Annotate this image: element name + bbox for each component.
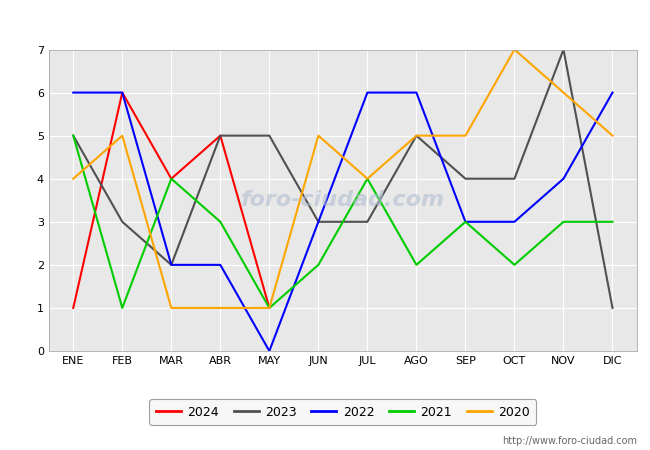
Legend: 2024, 2023, 2022, 2021, 2020: 2024, 2023, 2022, 2021, 2020 [150, 400, 536, 425]
Text: Matriculaciones de Vehiculos en Santa Pau: Matriculaciones de Vehiculos en Santa Pa… [148, 11, 502, 29]
Text: foro-ciudad.com: foro-ciudad.com [241, 190, 445, 210]
Text: http://www.foro-ciudad.com: http://www.foro-ciudad.com [502, 436, 637, 446]
